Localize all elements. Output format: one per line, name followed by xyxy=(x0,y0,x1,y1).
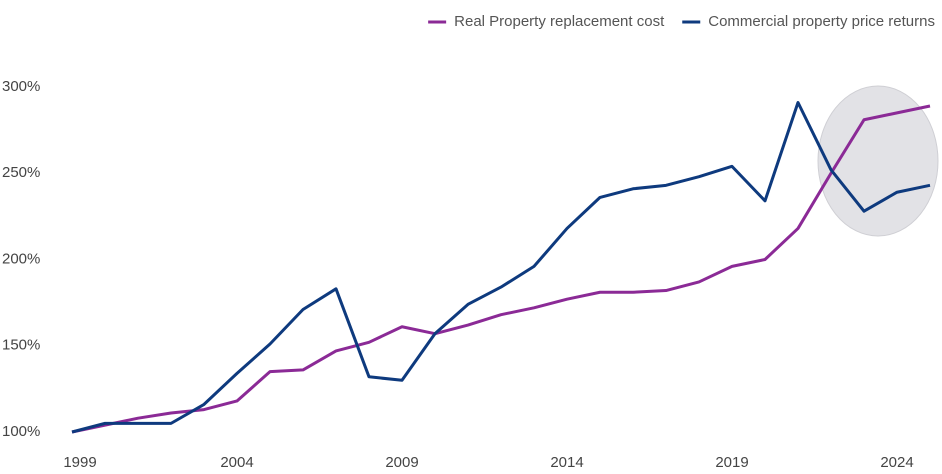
x-tick-label: 2009 xyxy=(385,454,418,471)
x-tick-label: 1999 xyxy=(63,454,96,471)
legend-label: Real Property replacement cost xyxy=(454,13,665,30)
x-tick-label: 2024 xyxy=(880,454,913,471)
y-tick-label: 300% xyxy=(2,78,40,95)
y-tick-label: 100% xyxy=(2,423,40,440)
x-tick-label: 2004 xyxy=(220,454,253,471)
series-line xyxy=(71,104,931,434)
x-tick-label: 2014 xyxy=(550,454,583,471)
y-tick-label: 200% xyxy=(2,250,40,267)
y-tick-label: 150% xyxy=(2,337,40,354)
legend-label: Commercial property price returns xyxy=(708,13,935,30)
y-tick-label: 250% xyxy=(2,164,40,181)
x-tick-label: 2019 xyxy=(715,454,748,471)
series-line xyxy=(71,101,931,434)
highlight xyxy=(817,85,939,237)
